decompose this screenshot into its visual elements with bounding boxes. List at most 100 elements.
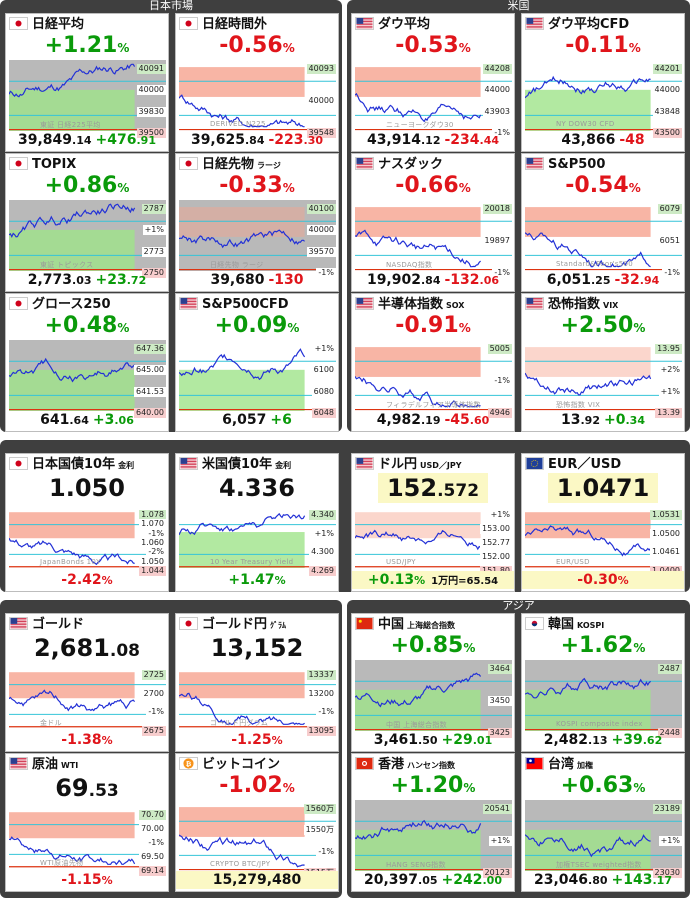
axis-label: -1% <box>146 838 166 848</box>
tile-eurusd[interactable]: EUR／USD1.04711.05311.05001.04611.0400EUR… <box>521 453 685 592</box>
axis-label: 3464 <box>487 664 512 674</box>
tile-ust10[interactable]: 米国債10年 金利 4.336 4.340 +1% 4.300 4.269 10 Year T… <box>175 453 339 592</box>
tile-name: TOPIX <box>9 156 166 174</box>
axis-label: 2725 <box>141 670 166 680</box>
axis-label: +1% <box>488 836 512 846</box>
tile-title: 米国債10年 <box>202 457 273 472</box>
axis-label: -2% <box>146 547 166 557</box>
chart-watermark: 東証 日経225平均 <box>40 121 101 129</box>
tile-gold[interactable]: ゴールド 2,681.08 2725 2700 -1% 2675 金ドル -1.38% <box>5 613 169 752</box>
tile-topix[interactable]: TOPIX +0.86% 2787 +1% 2773 2750 東証 トピックス 2,773.… <box>5 153 169 292</box>
axis-label: 43903 <box>482 107 512 117</box>
axis-label: +1% <box>658 836 682 846</box>
tile-name: 日経先物 ラージ <box>179 156 336 174</box>
axis-label: 4.300 <box>309 547 336 557</box>
axis-label: 69.50 <box>139 852 166 862</box>
tile-nasdaq[interactable]: ナスダック -0.66% 20018 19897 -1% NASDAQ指数 19,902.8… <box>351 153 515 292</box>
axis-label: 2448 <box>657 728 682 738</box>
tile-nikkei[interactable]: 日経平均 +1.21% 40091 40000 39830 39500 東証 日経225平均… <box>5 13 169 152</box>
chart-watermark: 東証 トピックス <box>40 261 94 269</box>
tile-korea[interactable]: 韓国 KOSPI +1.62% 2487 2448 KOSPI composite ind… <box>521 613 685 752</box>
tile-name: 香港 ハンセン指数 <box>355 756 512 774</box>
tile-sp500[interactable]: S&P500 -0.54% 6079 6051 -1% Standard&Poor's50… <box>521 153 685 292</box>
percent-change: -0.66% <box>395 173 471 198</box>
price-footer: 39,625.84 -223.30 <box>190 132 324 148</box>
percent-change: -0.56% <box>219 33 295 58</box>
tile-name: 半導体指数 SOX <box>355 296 512 314</box>
tile-subtitle: SOX <box>446 301 465 310</box>
percent-change: -0.33% <box>219 173 295 198</box>
tile-name: 恐怖指数 VIX <box>525 296 682 314</box>
price-footer: 4,982.19 -45.60 <box>376 412 490 428</box>
tile-name: 原油 WTI <box>9 756 166 774</box>
axis-label: 6100 <box>311 365 336 375</box>
us-flag-icon <box>355 17 374 30</box>
tile-name: ナスダック <box>355 156 512 174</box>
axis-label: -1% <box>146 707 166 717</box>
tile-growth[interactable]: グロース250 +0.48% 647.36 645.00 641.53 640.00 641… <box>5 293 169 432</box>
tile-name: S&P500 <box>525 156 682 174</box>
axis-label: 40100 <box>306 204 336 214</box>
percent-change: -0.54% <box>565 173 641 198</box>
axis-label: 1.0531 <box>650 510 682 520</box>
tile-subtitle: 加権 <box>577 761 594 770</box>
tile-dow-cfd[interactable]: ダウ平均CFD -0.11% 44201 44000 43848 43500 NY DOW3… <box>521 13 685 152</box>
tile-gold-yen[interactable]: ゴールド円 ｸﾞﾗﾑ 13,152 13337 13200 -1% 13095 ゴールド円グラ… <box>175 613 339 752</box>
axis-label: -1% <box>316 847 336 857</box>
tile-name: グロース250 <box>9 296 166 314</box>
chart-watermark: 中国 上海総合指数 <box>386 721 447 729</box>
axis-label: 647.36 <box>134 344 166 354</box>
axis-label: -1% <box>662 268 682 278</box>
tile-title: 原油 <box>32 757 59 772</box>
axis-label: 4.340 <box>309 510 336 520</box>
axis-label: 2750 <box>141 268 166 278</box>
tile-subtitle: ラージ <box>257 161 281 170</box>
price-footer: 20,397.05 +242.00 <box>364 872 502 888</box>
tile-sox[interactable]: 半導体指数 SOX -0.91% 5005 -1% 4946 フィラデルフィア半導体指数 4,… <box>351 293 515 432</box>
tile-usdjpy[interactable]: ドル円USD／JPY152.572+1%153.00152.77152.0015… <box>351 453 515 592</box>
percent-change: +1.62% <box>560 633 646 658</box>
tile-title: グロース250 <box>32 297 111 312</box>
price-footer: 43,914.12 -234.44 <box>366 132 500 148</box>
axis-label: 40093 <box>306 64 336 74</box>
percent-change: -1.02% <box>219 773 295 798</box>
percent-change: +1.20% <box>390 773 476 798</box>
intraday-chart <box>178 800 336 871</box>
intraday-chart <box>178 666 336 728</box>
tile-title: ナスダック <box>378 157 444 172</box>
tile-vix[interactable]: 恐怖指数 VIX +2.50% 13.95 +2% +1% 13.39 恐怖指数 VIX 13.… <box>521 293 685 432</box>
tile-title: ビットコイン <box>202 757 281 772</box>
chart-watermark: ゴールド円グラム <box>210 719 269 727</box>
percent-change: +0.63% <box>560 773 646 798</box>
tile-nk-fut[interactable]: 日経先物 ラージ -0.33% 40100 40000 39570 -1% 日経先物 ラージ 3… <box>175 153 339 292</box>
axis-label: 44201 <box>652 64 682 74</box>
tile-title: 韓国 <box>548 617 575 632</box>
tile-subtitle: KOSPI <box>577 621 605 630</box>
us-flag-icon <box>179 297 198 310</box>
tile-title: 台湾 <box>548 757 575 772</box>
tile-wti[interactable]: 原油 WTI 69.53 70.70 70.00 -1% 69.50 69.14 WTI原油先物… <box>5 753 169 892</box>
chart-watermark: WTI原油先物 <box>40 859 84 867</box>
axis-label: 2773 <box>141 247 166 257</box>
percent-change: -0.53% <box>395 33 471 58</box>
price-footer: 6,051.25 -32.94 <box>546 272 660 288</box>
change-footer: -0.30% <box>522 571 684 589</box>
tile-name: ゴールド <box>9 616 166 634</box>
tile-jgb10[interactable]: 日本国債10年 金利 1.050 1.078 1.070 -1% 1.060 -2% 1.050… <box>5 453 169 592</box>
tile-china[interactable]: 中国 上海総合指数 +0.85% 3464 3450 3425 中国 上海総合指数 3,461… <box>351 613 515 752</box>
tile-sp500cfd[interactable]: S&P500CFD +0.09% +1% 6100 6080 6048 6,057 +6 <box>175 293 339 432</box>
tile-name: 日経平均 <box>9 16 166 34</box>
tile-title: 日経時間外 <box>202 17 268 32</box>
percent-change: +2.50% <box>560 313 646 338</box>
tile-taiwan[interactable]: 台湾 加権 +0.63% 23189 +1% 23030 加権TSEC weighted指数… <box>521 753 685 892</box>
tile-hk[interactable]: 香港 ハンセン指数 +1.20% 20541 +1% 20123 HANG SENG指数 20… <box>351 753 515 892</box>
percent-change: +0.09% <box>214 313 300 338</box>
us-flag-icon <box>9 757 28 770</box>
intraday-chart <box>524 660 682 731</box>
tile-dow[interactable]: ダウ平均 -0.53% 44208 44000 43903 -1% ニューヨークダウ30 43… <box>351 13 515 152</box>
axis-label: 70.70 <box>139 810 166 820</box>
axis-label: +1% <box>312 529 336 539</box>
tile-nikkei-night[interactable]: 日経時間外 -0.56% 40093 40000 39548 DERIVED N225 39… <box>175 13 339 152</box>
intraday-chart <box>354 60 512 131</box>
